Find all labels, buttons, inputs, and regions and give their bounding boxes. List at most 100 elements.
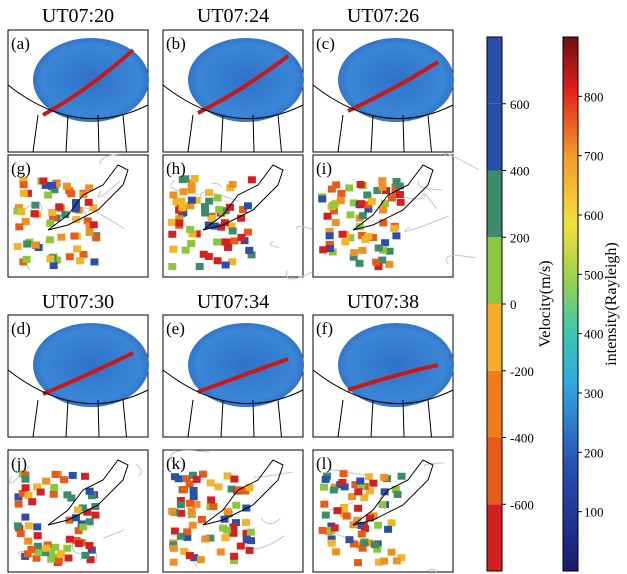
radar-cell <box>72 216 81 224</box>
panel-time: UT07:34 <box>197 291 269 313</box>
radar-cell <box>230 237 239 245</box>
radar-cell <box>357 530 366 538</box>
radar-cell <box>172 198 181 206</box>
radar-cell <box>48 181 57 189</box>
radar-cell <box>85 518 94 526</box>
radar-cell <box>84 198 93 206</box>
radar-cell <box>350 249 359 257</box>
radar-cell <box>23 240 32 248</box>
radar-cell <box>83 508 92 516</box>
radar-cell <box>183 533 192 541</box>
radar-cell <box>33 542 42 550</box>
radar-cell <box>358 246 367 254</box>
radar-cell <box>345 536 354 544</box>
radar-cell <box>21 471 30 479</box>
radar-cell <box>80 472 89 480</box>
radar-cell <box>49 490 58 498</box>
radar-cell <box>45 236 54 244</box>
radar-cell <box>190 175 199 183</box>
radar-cell <box>186 225 195 233</box>
coastline <box>99 153 127 165</box>
radar-cell <box>364 473 373 481</box>
radar-cell <box>338 478 347 486</box>
radar-cell <box>46 255 55 263</box>
radar-cell <box>379 206 388 214</box>
radar-cell <box>390 224 399 232</box>
radar-cell <box>340 483 349 491</box>
trajectory <box>202 164 284 231</box>
radar-cell <box>192 475 201 483</box>
radar-cell <box>60 476 69 484</box>
coast-arc <box>312 84 454 120</box>
radar-cell <box>47 555 56 563</box>
radar-cell <box>175 219 184 227</box>
meridian <box>370 114 374 153</box>
colorbar-tick-label: -400 <box>510 431 534 446</box>
radar-cell <box>374 558 383 566</box>
radar-cell <box>182 475 191 483</box>
panel-label: (d) <box>11 319 31 338</box>
radar-cell <box>33 532 42 540</box>
radar-cell <box>325 228 334 236</box>
radar-cell <box>339 503 348 511</box>
radar-cell <box>31 241 40 249</box>
radar-cell <box>185 480 194 488</box>
radar-cell <box>364 205 373 213</box>
radar-cell <box>187 240 196 248</box>
radar-cell <box>51 543 60 551</box>
radar-cell <box>323 212 332 220</box>
radar-cell <box>86 556 95 564</box>
coastline <box>404 215 449 232</box>
radar-cell <box>32 554 41 562</box>
colorbar-label: intensity(Rayleigh) <box>603 242 620 366</box>
colorbar-tick-label: 200 <box>510 230 530 245</box>
radar-cell <box>188 471 197 479</box>
colorbar-band <box>487 370 502 438</box>
radar-cell <box>56 550 65 558</box>
radar-cell <box>187 507 196 515</box>
radar-cell <box>44 191 53 199</box>
coastline <box>445 255 476 265</box>
radar-cell <box>227 222 236 230</box>
radar-cell <box>360 539 369 547</box>
colorbar-band <box>487 37 502 104</box>
meridian <box>32 399 39 438</box>
radar-cell <box>178 176 187 184</box>
coastline <box>424 462 444 467</box>
radar-cell <box>245 546 254 554</box>
radar-cell <box>179 486 188 494</box>
radar-cell <box>175 215 184 223</box>
radar-cell <box>87 492 96 500</box>
radar-cell <box>75 257 84 265</box>
meridian <box>277 399 282 438</box>
radar-cell <box>214 483 223 491</box>
radar-cell <box>195 262 204 270</box>
colorbar-tick-label: 200 <box>584 445 604 460</box>
radar-cell <box>48 208 57 216</box>
radar-cell <box>363 201 372 209</box>
radar-cell <box>337 189 346 197</box>
radar-cell <box>380 200 389 208</box>
radar-cell <box>70 232 79 240</box>
radar-cell <box>51 470 60 478</box>
radar-cell <box>65 253 74 261</box>
radar-cell <box>384 525 393 533</box>
radar-cell <box>168 230 177 238</box>
radar-cell <box>42 544 51 552</box>
colorbar-tick-label: 400 <box>584 327 604 342</box>
coastline <box>102 529 125 539</box>
radar-cell <box>356 477 365 485</box>
aurora-image <box>338 323 454 407</box>
radar-cell <box>242 529 251 537</box>
radar-cell <box>192 230 201 238</box>
coastline <box>269 240 279 249</box>
radar-cell <box>357 483 366 491</box>
colorbar-tick-label: 300 <box>584 386 604 401</box>
meridian <box>122 399 127 438</box>
radar-cell <box>365 514 374 522</box>
coastline <box>253 471 293 478</box>
radar-cell <box>183 528 192 536</box>
radar-cell <box>331 218 340 226</box>
radar-cell <box>387 519 396 527</box>
radar-cell <box>392 557 401 565</box>
